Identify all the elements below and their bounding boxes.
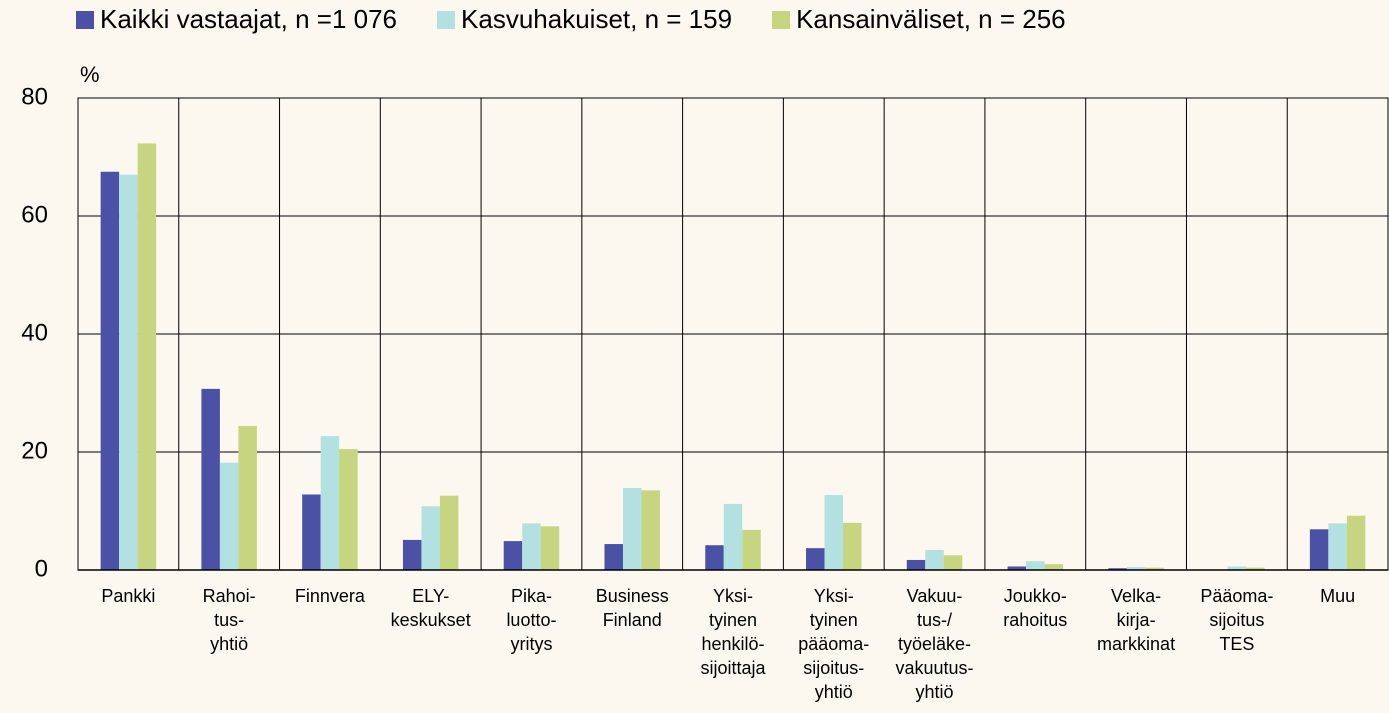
- bar: [1346, 515, 1366, 570]
- bar: [824, 495, 844, 570]
- y-tick-label: 20: [21, 437, 48, 464]
- legend-item: Kaikki vastaajat, n =1 076: [76, 4, 397, 35]
- x-tick-label: Velka- kirja- markkinat: [1097, 586, 1176, 654]
- bar: [540, 526, 560, 570]
- bar: [1044, 564, 1064, 570]
- bar: [522, 523, 541, 570]
- x-tick-label: Rahoi- tus- yhtiö: [202, 586, 256, 654]
- bar: [1246, 567, 1265, 570]
- bar: [439, 495, 459, 570]
- bar: [641, 490, 660, 570]
- bar: [302, 494, 321, 570]
- x-tick-label: Finnvera: [294, 586, 365, 606]
- bar: [320, 436, 340, 570]
- x-tick-label: Vakuu- tus-/ työeläke- vakuutus- yhtiö: [895, 586, 974, 702]
- bar: [137, 143, 157, 570]
- x-tick-label: Pankki: [101, 586, 156, 606]
- bar: [1007, 566, 1027, 570]
- legend-swatch: [437, 10, 456, 29]
- bar: [925, 549, 944, 570]
- bar: [604, 544, 623, 570]
- y-tick-label: 0: [35, 555, 48, 582]
- bar: [1227, 566, 1247, 570]
- x-tick-label: Joukko- rahoitus: [1003, 586, 1068, 630]
- bar: [100, 171, 120, 570]
- bar: [219, 462, 239, 570]
- legend-label: Kaikki vastaajat, n =1 076: [100, 4, 398, 34]
- x-tick-label: Muu: [1320, 586, 1356, 606]
- legend-item: Kansainväliset, n = 256: [772, 4, 1066, 35]
- bar: [402, 539, 422, 570]
- bar: [1108, 568, 1127, 570]
- bar: [238, 426, 257, 570]
- legend-label: Kasvuhakuiset, n = 159: [461, 4, 733, 34]
- x-tick-label: Business Finland: [595, 586, 669, 630]
- bar: [943, 555, 963, 570]
- bar: [705, 545, 724, 570]
- legend-swatch: [772, 10, 791, 29]
- x-tick-label: Pika- luotto- yritys: [506, 586, 557, 654]
- bar: [119, 174, 138, 570]
- bar: [503, 541, 523, 570]
- y-tick-label: 60: [21, 201, 48, 228]
- bar: [622, 487, 642, 570]
- y-axis-label: %: [80, 62, 100, 87]
- bar: [421, 506, 440, 570]
- y-tick-label: 80: [21, 83, 48, 110]
- bar: [906, 559, 926, 570]
- x-tick-label: Pääoma- sijoitus TES: [1200, 586, 1274, 654]
- bar: [723, 503, 743, 570]
- bar: [806, 548, 825, 570]
- bar: [1145, 567, 1164, 570]
- bar: [201, 388, 220, 570]
- y-tick-label: 40: [21, 319, 48, 346]
- bar: [339, 449, 358, 570]
- legend: Kaikki vastaajat, n =1 076 Kasvuhakuiset,…: [76, 4, 1066, 35]
- legend-item: Kasvuhakuiset, n = 159: [437, 4, 732, 35]
- bar: [1328, 523, 1347, 570]
- legend-swatch: [76, 10, 94, 29]
- x-tick-label: ELY- keskukset: [390, 586, 471, 630]
- bar: [843, 522, 862, 570]
- bar: [1309, 529, 1329, 570]
- legend-label: Kansainväliset, n = 256: [796, 4, 1066, 34]
- x-tick-label: Yksi- tyinen pääoma- sijoitus- yhtiö: [798, 586, 870, 702]
- x-tick-label: Yksi- tyinen henkilö- sijoittaja: [700, 586, 766, 678]
- bar: [742, 529, 761, 570]
- bar: [1026, 561, 1045, 570]
- bar: [1126, 567, 1146, 570]
